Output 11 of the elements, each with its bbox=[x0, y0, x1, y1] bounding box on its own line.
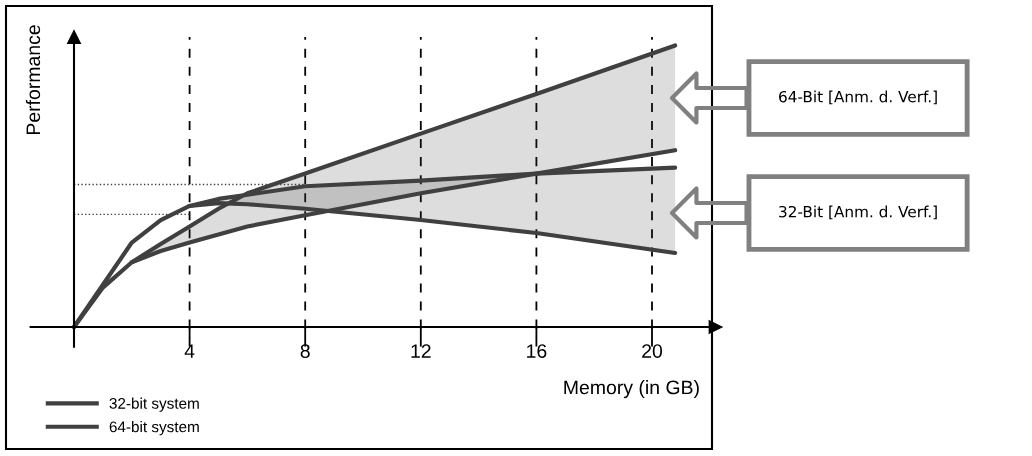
y-axis-title: Performance bbox=[25, 25, 41, 135]
text: 64-Bit [Anm. d. Verf.] bbox=[779, 90, 937, 105]
x-tick-label: 20 bbox=[642, 344, 663, 358]
x-tick-label: 16 bbox=[527, 344, 547, 358]
x-axis-title: Memory (in GB) bbox=[564, 380, 699, 399]
text: 32-Bit [Anm. d. Verf.] bbox=[779, 205, 937, 220]
legend-label: 32-bit system bbox=[109, 397, 199, 412]
x-tick-label: 12 bbox=[411, 344, 431, 358]
x-tick-label: 8 bbox=[300, 344, 310, 358]
x-tick-label: 4 bbox=[184, 344, 195, 358]
legend-label: 64-bit system bbox=[109, 421, 199, 436]
